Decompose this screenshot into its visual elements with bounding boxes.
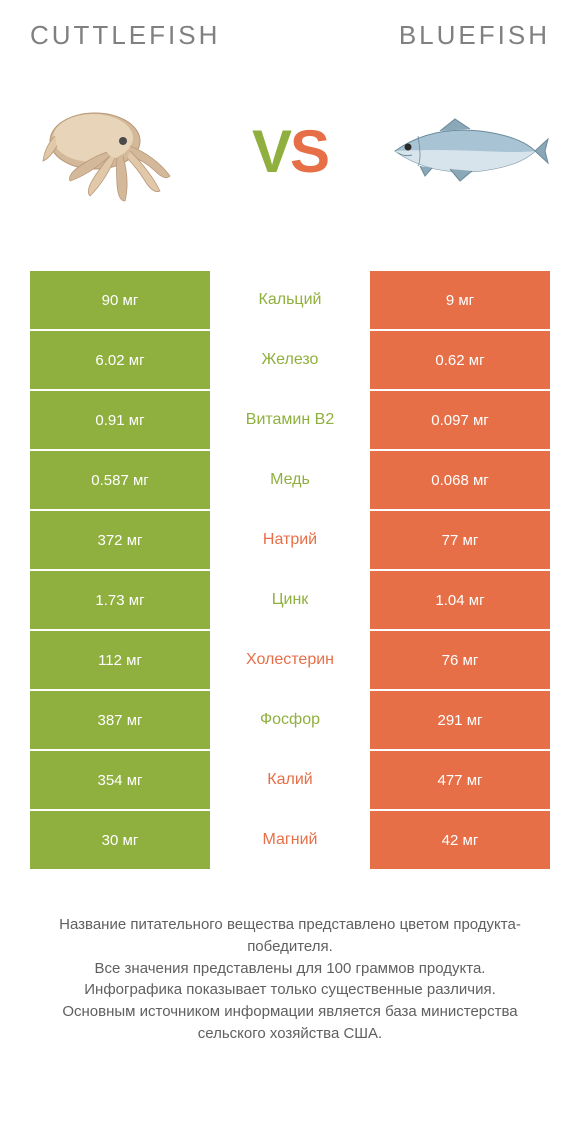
table-row: 90 мгКальций9 мг <box>30 271 550 329</box>
table-row: 0.587 мгМедь0.068 мг <box>30 451 550 509</box>
left-value-cell: 0.587 мг <box>30 451 210 509</box>
left-value-cell: 387 мг <box>30 691 210 749</box>
images-row: VS <box>30 71 550 231</box>
nutrient-label: Витамин B2 <box>210 391 370 449</box>
nutrient-label: Холестерин <box>210 631 370 689</box>
nutrient-label: Кальций <box>210 271 370 329</box>
cuttlefish-image <box>30 81 200 221</box>
table-row: 387 мгФосфор291 мг <box>30 691 550 749</box>
table-row: 1.73 мгЦинк1.04 мг <box>30 571 550 629</box>
right-value-cell: 0.62 мг <box>370 331 550 389</box>
left-value-cell: 30 мг <box>30 811 210 869</box>
right-food-title: BLUEFISH <box>399 20 550 51</box>
footer-notes: Название питательного вещества представл… <box>30 914 550 1045</box>
right-value-cell: 42 мг <box>370 811 550 869</box>
left-value-cell: 372 мг <box>30 511 210 569</box>
table-row: 0.91 мгВитамин B20.097 мг <box>30 391 550 449</box>
table-row: 30 мгМагний42 мг <box>30 811 550 869</box>
footer-line: Все значения представлены для 100 граммо… <box>40 958 540 980</box>
nutrient-label: Цинк <box>210 571 370 629</box>
nutrient-label: Магний <box>210 811 370 869</box>
bluefish-image <box>380 81 550 221</box>
footer-line: Инфографика показывает только существенн… <box>40 979 540 1001</box>
vs-s-letter: S <box>290 118 328 185</box>
left-value-cell: 112 мг <box>30 631 210 689</box>
right-value-cell: 0.068 мг <box>370 451 550 509</box>
left-value-cell: 6.02 мг <box>30 331 210 389</box>
right-value-cell: 0.097 мг <box>370 391 550 449</box>
vs-v-letter: V <box>252 118 290 185</box>
table-row: 112 мгХолестерин76 мг <box>30 631 550 689</box>
right-value-cell: 76 мг <box>370 631 550 689</box>
table-row: 6.02 мгЖелезо0.62 мг <box>30 331 550 389</box>
table-row: 372 мгНатрий77 мг <box>30 511 550 569</box>
left-value-cell: 0.91 мг <box>30 391 210 449</box>
nutrient-label: Железо <box>210 331 370 389</box>
comparison-table: 90 мгКальций9 мг6.02 мгЖелезо0.62 мг0.91… <box>30 271 550 869</box>
vs-badge: VS <box>252 117 328 186</box>
nutrient-label: Натрий <box>210 511 370 569</box>
right-value-cell: 477 мг <box>370 751 550 809</box>
left-value-cell: 90 мг <box>30 271 210 329</box>
right-value-cell: 291 мг <box>370 691 550 749</box>
right-value-cell: 1.04 мг <box>370 571 550 629</box>
table-row: 354 мгКалий477 мг <box>30 751 550 809</box>
footer-line: Основным источником информации является … <box>40 1001 540 1045</box>
footer-line: Название питательного вещества представл… <box>40 914 540 958</box>
nutrient-label: Калий <box>210 751 370 809</box>
nutrient-label: Фосфор <box>210 691 370 749</box>
right-value-cell: 9 мг <box>370 271 550 329</box>
header: CUTTLEFISH BLUEFISH <box>30 20 550 51</box>
left-value-cell: 354 мг <box>30 751 210 809</box>
left-value-cell: 1.73 мг <box>30 571 210 629</box>
right-value-cell: 77 мг <box>370 511 550 569</box>
nutrient-label: Медь <box>210 451 370 509</box>
left-food-title: CUTTLEFISH <box>30 20 220 51</box>
